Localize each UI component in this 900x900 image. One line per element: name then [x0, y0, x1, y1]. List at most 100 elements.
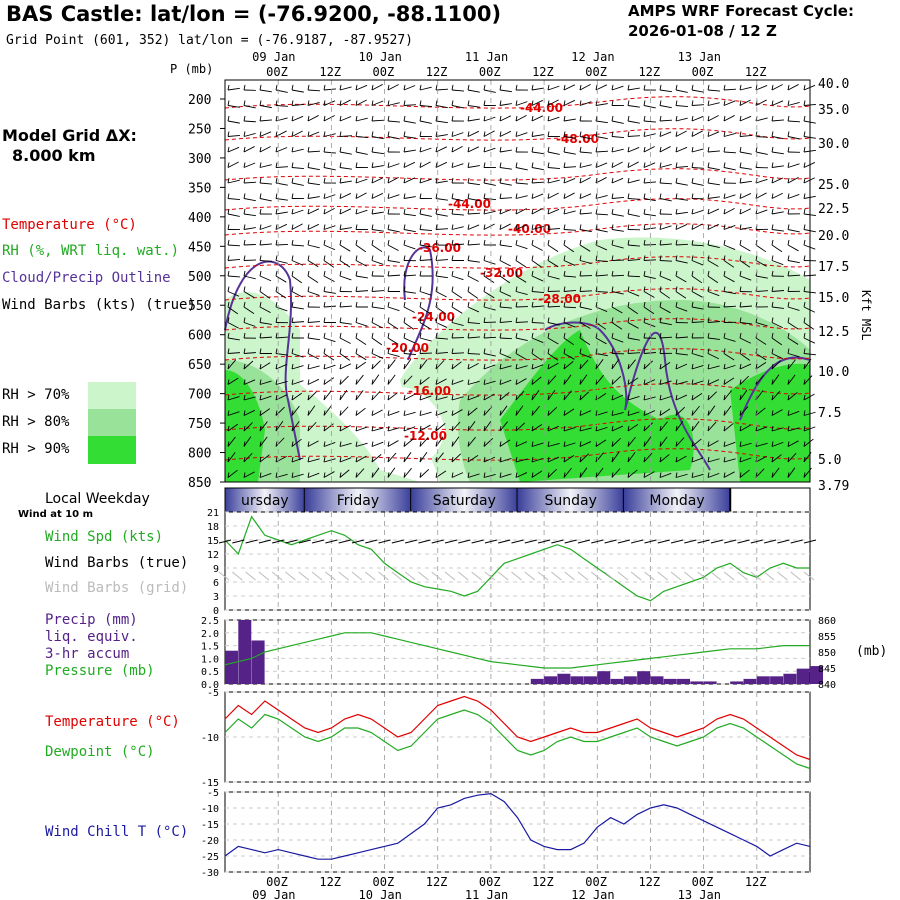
wind-barb-flag	[563, 131, 566, 137]
wind-barb-flag	[275, 115, 278, 122]
wind-barb	[659, 408, 671, 416]
wind-barb	[547, 442, 560, 447]
wind-barb-flag	[531, 394, 534, 401]
wind-barb-flag	[227, 239, 230, 246]
wind-barb-flag	[291, 363, 294, 370]
pressure-legend: Pressure (mb)	[45, 663, 155, 679]
grid-wind-barb	[537, 571, 549, 581]
wind-barb	[419, 451, 428, 463]
wind-barb-flag	[611, 84, 614, 91]
wind-barb	[227, 377, 239, 385]
wind-barb-flag	[451, 348, 454, 354]
wind-barb-flag	[579, 177, 582, 184]
wind-barb	[307, 405, 316, 416]
wind-barb	[547, 85, 560, 91]
wind-barb-flag	[531, 146, 534, 153]
wind-barb-flag	[275, 162, 278, 168]
wind-barb	[339, 442, 352, 447]
wind-barb	[387, 163, 400, 168]
wind-barb	[643, 306, 655, 315]
wind-barb-flag	[291, 84, 294, 91]
wind-barb-flag	[627, 348, 630, 354]
wind-barb-flag	[307, 301, 310, 308]
wind-barb	[691, 405, 700, 416]
wind-barb-flag	[659, 348, 662, 354]
wind-barb	[563, 178, 576, 184]
wind-barb-flag	[243, 441, 246, 447]
wind-barb	[339, 86, 352, 91]
wind-barb	[771, 136, 784, 140]
wind-barb-flag	[563, 100, 566, 106]
wind-barb	[291, 260, 304, 266]
wind-barb	[243, 162, 256, 168]
wind-barb-flag	[419, 301, 422, 308]
wind-barb-flag	[307, 394, 310, 401]
surface-wind-barb	[218, 539, 232, 544]
wind-barb-flag	[339, 131, 342, 137]
wind-barb	[291, 130, 303, 137]
wind-barb	[595, 213, 609, 216]
wind-barb	[739, 115, 752, 122]
wind-barb-flag	[595, 348, 598, 354]
pressure-tick-700: 700	[188, 388, 211, 403]
wind-barb-flag	[371, 441, 374, 447]
grid-wind-barb	[511, 571, 522, 581]
surface-wind-barb	[604, 539, 617, 544]
wind-barb-flag	[227, 301, 230, 308]
wind-barb	[435, 423, 446, 432]
wind-barb-flag	[547, 255, 550, 261]
wind-barb-flag	[803, 100, 806, 106]
wind-barb-flag	[403, 208, 406, 215]
wind-barb-flag	[259, 456, 262, 463]
wind-barb-flag	[771, 410, 774, 416]
wind-barb-flag	[563, 348, 566, 354]
top-hour-label: 00Z	[479, 65, 501, 79]
wind-barb	[371, 337, 383, 346]
wind-barb	[771, 151, 784, 155]
wind-barb	[691, 260, 704, 266]
wind-barb	[707, 321, 720, 323]
wind-barb-flag	[355, 177, 358, 184]
wind-barb-flag	[547, 472, 550, 478]
wind-barb-flag	[707, 177, 710, 184]
wind-barb	[419, 359, 428, 370]
top-hour-label: 12Z	[426, 65, 448, 79]
wind-barb	[739, 457, 752, 463]
wind-barb-flag	[547, 115, 550, 122]
wind-barb	[307, 391, 317, 401]
wind-barb	[387, 337, 399, 345]
wind-barb	[627, 213, 640, 217]
wind-barb-flag	[419, 456, 422, 463]
wind-barb	[467, 353, 481, 355]
wind-barb-flag	[547, 286, 550, 292]
wind-barb-flag	[499, 441, 502, 447]
wind-barb	[451, 409, 463, 416]
windchill-panel-tick: -5	[207, 788, 219, 799]
wind-barb-flag	[659, 394, 662, 401]
wind-barb-flag	[563, 332, 566, 339]
wind-barb	[451, 306, 463, 314]
wind-barb	[323, 194, 336, 199]
precip-bar	[783, 673, 797, 684]
wind-barb	[339, 389, 348, 401]
wind-barb-flag	[323, 115, 326, 122]
wind-barb	[579, 337, 591, 346]
wind-barb-flag	[643, 441, 646, 447]
wind-barb	[355, 290, 369, 292]
wind-barb	[643, 352, 656, 354]
wind-barb-flag	[739, 224, 742, 230]
wind-barb-flag	[483, 162, 486, 168]
grid-wind-barb	[378, 571, 389, 581]
wind-barb	[771, 322, 783, 329]
wind-barb-flag	[515, 332, 518, 339]
wind-barb	[243, 322, 256, 327]
wind-barb	[563, 210, 576, 215]
wind-barb	[659, 275, 672, 281]
wind-barb-flag	[723, 379, 726, 385]
wind-barb-flag	[643, 131, 646, 137]
wind-barb	[611, 244, 624, 249]
wind-barb-flag	[355, 270, 358, 277]
wind-barb	[755, 407, 766, 416]
wind-barb	[483, 182, 496, 186]
wind-barb-flag	[387, 84, 390, 91]
